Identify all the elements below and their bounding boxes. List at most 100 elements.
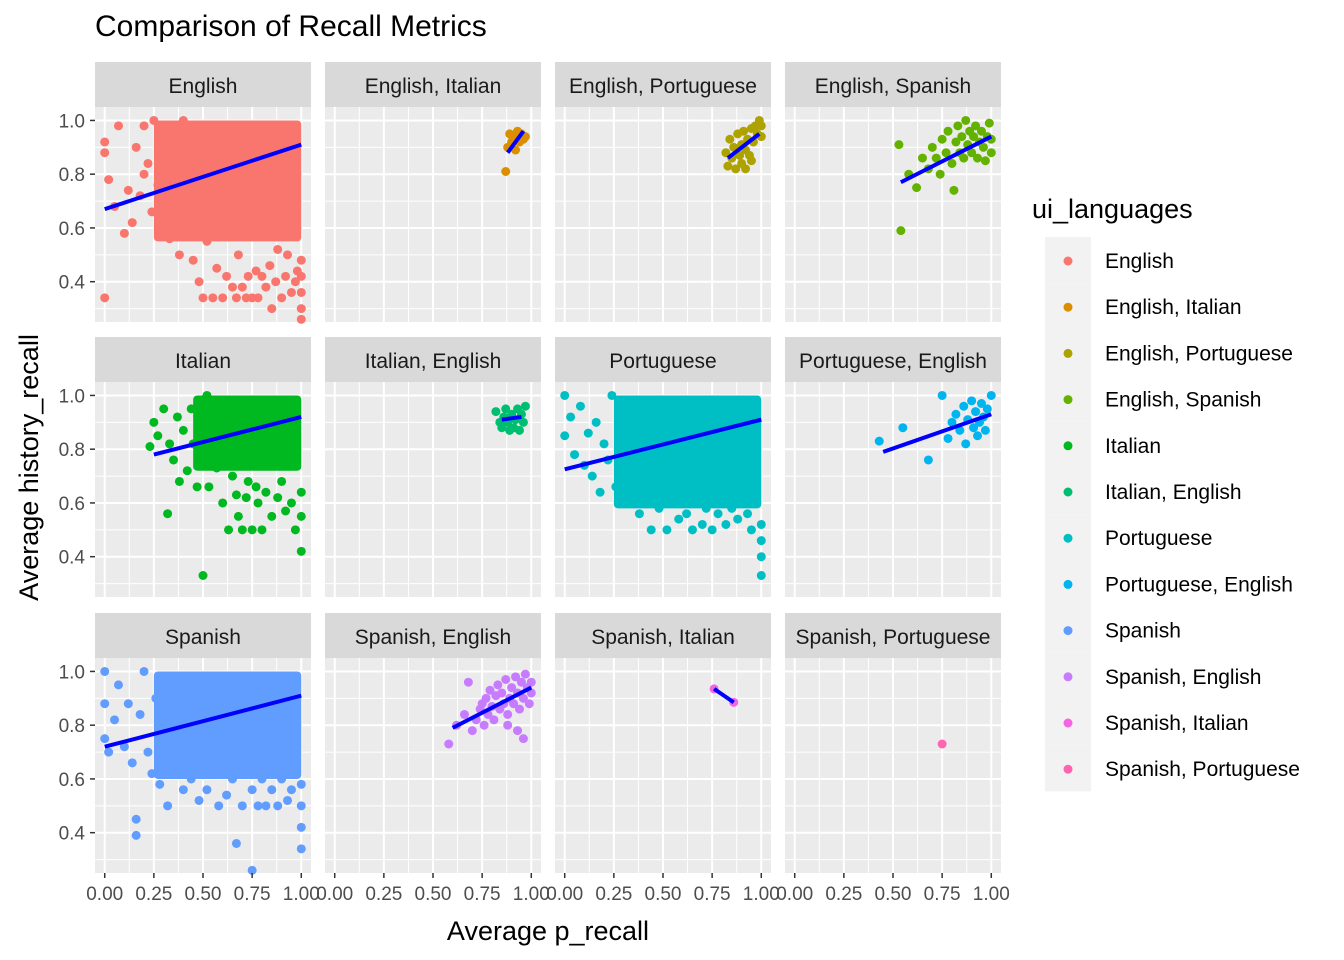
dense-point-cloud bbox=[193, 395, 302, 471]
data-point bbox=[167, 704, 177, 714]
x-tick-label: 0.00 bbox=[546, 884, 583, 905]
data-point bbox=[662, 525, 672, 535]
facet-panel: Portuguese bbox=[555, 337, 771, 597]
trend-line bbox=[712, 687, 735, 704]
data-point bbox=[233, 250, 243, 260]
data-point bbox=[147, 207, 157, 217]
y-tick-label: 0.4 bbox=[59, 273, 86, 294]
trend-line bbox=[153, 414, 302, 457]
data-point bbox=[202, 390, 212, 400]
dense-point-cloud bbox=[153, 120, 302, 242]
data-point bbox=[261, 487, 271, 497]
facet-panel: English, Spanish bbox=[785, 62, 1001, 322]
data-point bbox=[182, 742, 192, 752]
y-tick-label: 0.6 bbox=[59, 494, 85, 515]
data-point bbox=[227, 471, 237, 481]
data-point bbox=[119, 228, 129, 238]
data-point bbox=[949, 185, 959, 195]
x-tick-label: 0.25 bbox=[135, 884, 172, 905]
legend-label: English, Portuguese bbox=[1105, 342, 1293, 365]
data-point bbox=[286, 785, 296, 795]
y-tick-label: 0.8 bbox=[59, 716, 85, 737]
facet-label: Italian, English bbox=[365, 350, 502, 373]
data-point bbox=[261, 282, 271, 292]
data-point bbox=[178, 425, 188, 435]
data-point bbox=[756, 552, 766, 562]
data-point bbox=[646, 525, 656, 535]
x-tick-label: 0.25 bbox=[825, 884, 862, 905]
data-point bbox=[145, 442, 155, 451]
data-point bbox=[296, 255, 306, 265]
facet-strip bbox=[555, 62, 771, 107]
data-point bbox=[513, 726, 523, 736]
data-point bbox=[139, 169, 149, 179]
facet-strip bbox=[325, 337, 541, 382]
facet-label: Spanish, Italian bbox=[591, 626, 735, 649]
legend-marker bbox=[1063, 579, 1073, 589]
data-point bbox=[296, 304, 306, 314]
legend-marker bbox=[1063, 302, 1073, 312]
legend-marker bbox=[1063, 533, 1073, 543]
data-point bbox=[756, 519, 766, 529]
data-point bbox=[678, 482, 688, 492]
facet-panel: English, Italian bbox=[325, 62, 541, 322]
data-point bbox=[296, 546, 306, 556]
data-point bbox=[147, 769, 157, 779]
data-point bbox=[169, 153, 179, 163]
data-point bbox=[961, 115, 971, 125]
data-point bbox=[731, 164, 741, 174]
data-point bbox=[198, 196, 208, 206]
facet-strip bbox=[95, 62, 311, 107]
data-point bbox=[283, 250, 293, 260]
facet-label: Spanish, English bbox=[355, 626, 511, 649]
legend-label: Spanish, Italian bbox=[1105, 712, 1249, 735]
trend-line bbox=[104, 142, 302, 212]
data-point bbox=[896, 226, 906, 236]
data-point bbox=[570, 450, 580, 460]
y-axis-title: Average history_recall bbox=[14, 334, 44, 601]
data-point bbox=[135, 709, 145, 719]
facet-label: English, Italian bbox=[365, 75, 502, 98]
x-tick-label: 0.50 bbox=[415, 884, 452, 905]
data-point bbox=[511, 672, 521, 682]
x-tick-label: 0.50 bbox=[875, 884, 912, 905]
data-point bbox=[218, 498, 228, 508]
data-point bbox=[518, 734, 528, 744]
data-point bbox=[746, 525, 756, 535]
data-point bbox=[281, 271, 291, 281]
data-point bbox=[980, 425, 990, 435]
data-point bbox=[165, 439, 175, 449]
data-point bbox=[253, 293, 263, 303]
data-point bbox=[497, 423, 507, 433]
data-point bbox=[127, 218, 137, 228]
data-point bbox=[110, 715, 120, 725]
data-point bbox=[104, 175, 114, 185]
data-point bbox=[174, 250, 184, 260]
data-point bbox=[218, 293, 228, 303]
x-tick-label: 0.25 bbox=[365, 884, 402, 905]
data-point bbox=[131, 814, 141, 824]
data-point bbox=[143, 158, 153, 168]
y-tick-label: 0.4 bbox=[59, 824, 86, 845]
data-point bbox=[587, 471, 597, 481]
data-point bbox=[923, 455, 933, 465]
data-point bbox=[697, 519, 707, 529]
data-point bbox=[707, 525, 717, 535]
data-point bbox=[100, 293, 110, 303]
trend-line bbox=[564, 417, 762, 472]
data-point bbox=[296, 822, 306, 832]
facet-panel: Spanish, Italian 0.00 0.25 0.50 0.75 1.00 bbox=[546, 613, 780, 905]
data-point bbox=[186, 404, 196, 414]
x-tick-label: 0.00 bbox=[86, 884, 123, 905]
data-point bbox=[658, 482, 668, 492]
data-point bbox=[170, 758, 180, 768]
data-point bbox=[227, 282, 237, 292]
facet-panel: English, Portuguese bbox=[555, 62, 771, 322]
data-point bbox=[937, 739, 947, 749]
data-point bbox=[273, 244, 283, 254]
data-point bbox=[743, 509, 753, 519]
data-point bbox=[202, 236, 212, 246]
data-point bbox=[251, 482, 261, 492]
data-point bbox=[931, 153, 941, 163]
facet-label: Portuguese, English bbox=[799, 350, 987, 373]
